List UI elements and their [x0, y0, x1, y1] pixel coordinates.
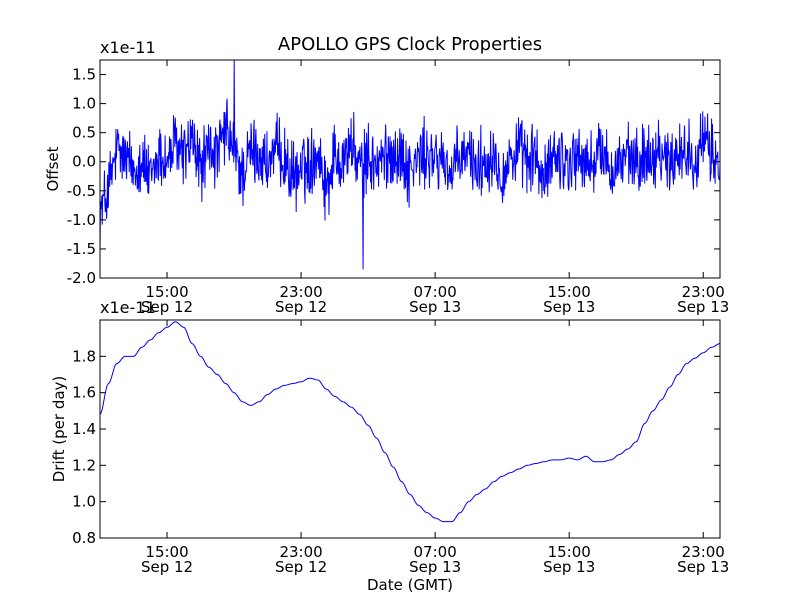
offset-plot-area — [100, 60, 720, 278]
offset-ytick-label: -1.0 — [67, 211, 96, 229]
drift-ytick-label: 1.4 — [72, 420, 96, 438]
offset-xtick-date: Sep 13 — [409, 298, 461, 316]
offset-xtick-time: 23:00 — [682, 283, 725, 301]
offset-xtick-time: 23:00 — [279, 283, 322, 301]
drift-ytick-label: 0.8 — [72, 529, 96, 547]
drift-plot-area — [100, 320, 720, 538]
drift-xtick-time: 23:00 — [279, 543, 322, 561]
drift-y-ticks: 0.8 1.0 1.2 1.4 1.6 1.8 — [72, 347, 720, 547]
drift-xtick-date: Sep 13 — [677, 558, 729, 576]
offset-xtick-date: Sep 13 — [543, 298, 595, 316]
offset-ytick-label: 1.5 — [72, 66, 96, 84]
drift-xtick-time: 15:00 — [548, 543, 591, 561]
offset-scale-label: x1e-11 — [100, 38, 156, 57]
drift-y-axis-label: Drift (per day) — [50, 376, 68, 483]
chart-title: APOLLO GPS Clock Properties — [278, 34, 542, 55]
offset-xtick-date: Sep 12 — [275, 298, 327, 316]
drift-xtick-date: Sep 12 — [275, 558, 327, 576]
offset-series-line — [100, 60, 720, 270]
offset-axes-frame — [99, 59, 721, 279]
offset-ytick-label: 0.0 — [72, 153, 96, 171]
drift-xtick-date: Sep 12 — [141, 558, 193, 576]
x-axis-label: Date (GMT) — [367, 576, 453, 594]
offset-line-group — [100, 60, 720, 270]
offset-ytick-label: 1.0 — [72, 95, 96, 113]
offset-xtick-time: 15:00 — [548, 283, 591, 301]
drift-xtick-date: Sep 13 — [543, 558, 595, 576]
offset-y-ticks: -2.0 -1.5 -1.0 -0.5 0.0 0.5 1.0 1.5 — [67, 66, 720, 287]
drift-xtick-time: 23:00 — [682, 543, 725, 561]
offset-ytick-label: 0.5 — [72, 124, 96, 142]
offset-xtick-time: 07:00 — [414, 283, 457, 301]
drift-xtick-time: 07:00 — [414, 543, 457, 561]
drift-series-line — [100, 321, 720, 523]
drift-ytick-label: 1.8 — [72, 347, 96, 365]
offset-y-axis-label: Offset — [44, 146, 62, 191]
offset-ytick-label: -0.5 — [67, 182, 96, 200]
offset-xtick-date: Sep 12 — [141, 298, 193, 316]
offset-ytick-label: -2.0 — [67, 269, 96, 287]
drift-xtick-date: Sep 13 — [409, 558, 461, 576]
drift-ytick-label: 1.6 — [72, 384, 96, 402]
drift-scale-label: x1e-11 — [100, 298, 156, 317]
drift-ytick-label: 1.0 — [72, 493, 96, 511]
offset-xtick-date: Sep 13 — [677, 298, 729, 316]
drift-line-group — [100, 321, 720, 523]
drift-xtick-time: 15:00 — [145, 543, 188, 561]
drift-ytick-label: 1.2 — [72, 456, 96, 474]
offset-ytick-label: -1.5 — [67, 240, 96, 258]
offset-xtick-time: 15:00 — [145, 283, 188, 301]
